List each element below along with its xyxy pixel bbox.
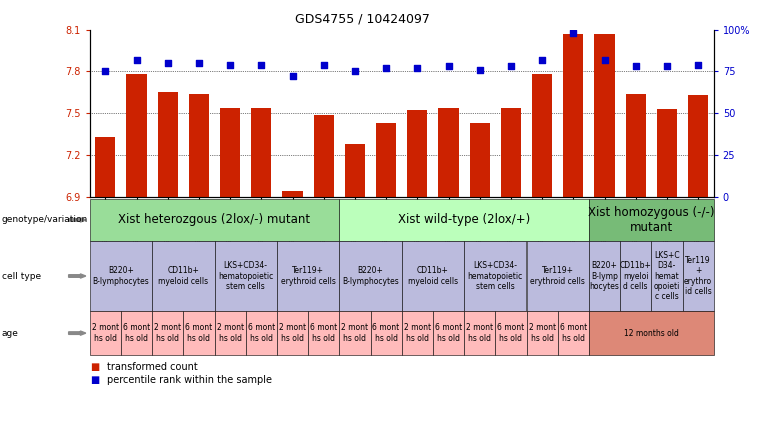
- Point: [442, 63, 455, 70]
- Text: Ter119+
erythroid cells: Ter119+ erythroid cells: [281, 266, 335, 286]
- Text: transformed count: transformed count: [107, 362, 197, 372]
- Text: CD11b+
myeloid cells: CD11b+ myeloid cells: [158, 266, 208, 286]
- Point: [661, 63, 673, 70]
- Text: 6 mont
hs old: 6 mont hs old: [310, 324, 337, 343]
- Text: Xist heterozgous (2lox/-) mutant: Xist heterozgous (2lox/-) mutant: [119, 214, 310, 226]
- Text: 6 mont
hs old: 6 mont hs old: [560, 324, 587, 343]
- Bar: [314, 115, 334, 197]
- Text: B220+
B-lymp
hocytes: B220+ B-lymp hocytes: [590, 261, 619, 291]
- Point: [349, 68, 361, 75]
- Text: 6 mont
hs old: 6 mont hs old: [186, 324, 212, 343]
- Bar: [158, 92, 178, 197]
- Bar: [345, 144, 365, 197]
- Point: [567, 30, 580, 36]
- Point: [286, 73, 299, 80]
- Text: 2 mont
hs old: 2 mont hs old: [279, 324, 306, 343]
- Point: [255, 61, 268, 68]
- Point: [99, 68, 112, 75]
- Point: [161, 60, 174, 66]
- Bar: [470, 123, 490, 197]
- Point: [692, 61, 704, 68]
- Text: CD11b+
myeloid cells: CD11b+ myeloid cells: [408, 266, 458, 286]
- Bar: [626, 93, 646, 197]
- Bar: [407, 110, 427, 197]
- Text: LKS+CD34-
hematopoietic
stem cells: LKS+CD34- hematopoietic stem cells: [218, 261, 273, 291]
- Bar: [563, 34, 583, 197]
- Bar: [438, 107, 459, 197]
- Text: GDS4755 / 10424097: GDS4755 / 10424097: [296, 12, 430, 25]
- Text: Xist wild-type (2lox/+): Xist wild-type (2lox/+): [398, 214, 530, 226]
- Text: B220+
B-lymphocytes: B220+ B-lymphocytes: [93, 266, 149, 286]
- Bar: [657, 109, 677, 197]
- Point: [193, 60, 205, 66]
- Text: 12 months old: 12 months old: [624, 329, 679, 338]
- Bar: [594, 34, 615, 197]
- Text: genotype/variation: genotype/variation: [2, 215, 88, 225]
- Text: 2 mont
hs old: 2 mont hs old: [404, 324, 431, 343]
- Text: CD11b+
myeloi
d cells: CD11b+ myeloi d cells: [620, 261, 651, 291]
- Bar: [282, 191, 303, 197]
- Text: 6 mont
hs old: 6 mont hs old: [435, 324, 462, 343]
- Point: [130, 56, 143, 63]
- Point: [473, 66, 486, 73]
- Bar: [126, 74, 147, 197]
- Text: age: age: [2, 329, 19, 338]
- Text: Ter119
+
erythro
id cells: Ter119 + erythro id cells: [684, 256, 712, 296]
- Bar: [376, 123, 396, 197]
- Text: Xist homozygous (-/-)
mutant: Xist homozygous (-/-) mutant: [588, 206, 714, 234]
- Text: ■: ■: [90, 375, 99, 385]
- Bar: [501, 107, 521, 197]
- Text: cell type: cell type: [2, 272, 41, 280]
- Bar: [532, 74, 552, 197]
- Bar: [688, 95, 708, 197]
- Text: 2 mont
hs old: 2 mont hs old: [154, 324, 181, 343]
- Point: [536, 56, 548, 63]
- Point: [629, 63, 642, 70]
- Bar: [251, 107, 271, 197]
- Point: [380, 65, 392, 71]
- Text: 2 mont
hs old: 2 mont hs old: [466, 324, 493, 343]
- Point: [505, 63, 517, 70]
- Text: ■: ■: [90, 362, 99, 372]
- Text: 6 mont
hs old: 6 mont hs old: [248, 324, 275, 343]
- Point: [598, 56, 611, 63]
- Text: Ter119+
erythroid cells: Ter119+ erythroid cells: [530, 266, 585, 286]
- Bar: [220, 107, 240, 197]
- Text: LKS+C
D34-
hemat
opoieti
c cells: LKS+C D34- hemat opoieti c cells: [654, 251, 680, 301]
- Text: 6 mont
hs old: 6 mont hs old: [373, 324, 399, 343]
- Text: 6 mont
hs old: 6 mont hs old: [123, 324, 150, 343]
- Text: LKS+CD34-
hematopoietic
stem cells: LKS+CD34- hematopoietic stem cells: [468, 261, 523, 291]
- Text: 2 mont
hs old: 2 mont hs old: [342, 324, 368, 343]
- Text: 2 mont
hs old: 2 mont hs old: [92, 324, 119, 343]
- Text: B220+
B-lymphocytes: B220+ B-lymphocytes: [342, 266, 399, 286]
- Text: 6 mont
hs old: 6 mont hs old: [498, 324, 524, 343]
- Bar: [95, 137, 115, 197]
- Point: [411, 65, 424, 71]
- Text: 2 mont
hs old: 2 mont hs old: [529, 324, 555, 343]
- Bar: [189, 93, 209, 197]
- Point: [317, 61, 330, 68]
- Text: 2 mont
hs old: 2 mont hs old: [217, 324, 243, 343]
- Point: [224, 61, 236, 68]
- Text: percentile rank within the sample: percentile rank within the sample: [107, 375, 272, 385]
